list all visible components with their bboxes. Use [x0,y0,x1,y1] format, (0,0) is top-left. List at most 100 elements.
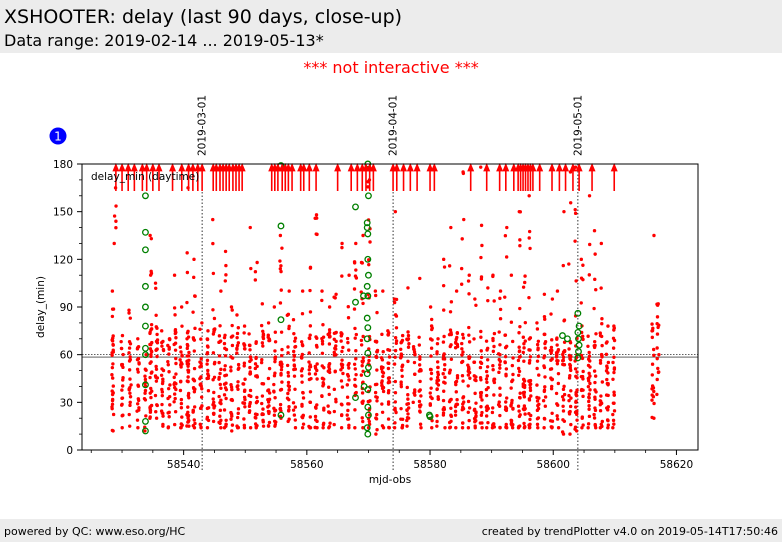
data-point [574,399,578,403]
data-point [127,351,131,355]
upper-limit-arrowhead [536,163,544,172]
highlight-point [141,322,149,330]
data-point [586,363,591,368]
data-point [562,319,566,323]
data-point [466,410,470,415]
data-point [110,392,115,397]
data-point [522,346,526,350]
data-point [167,415,171,419]
data-point [230,414,234,418]
data-point [137,361,141,365]
data-point [386,381,391,385]
data-point [199,357,203,361]
data-point [135,367,140,372]
data-point [480,243,484,248]
data-point [235,343,240,348]
data-point [353,274,358,278]
x-tick-label: 58580 [413,459,446,471]
data-point [418,388,422,392]
data-point [186,410,190,415]
data-point [441,283,446,288]
data-point [179,422,183,426]
data-point [328,370,332,375]
data-point [510,423,514,427]
data-point [193,326,197,331]
data-point [235,331,240,336]
data-point [429,371,434,376]
data-point [509,320,514,324]
data-point [248,348,252,352]
data-point [186,375,190,379]
data-point [581,423,585,427]
data-point [460,237,464,241]
data-point [243,405,247,409]
data-point [605,418,610,422]
data-point [361,356,365,360]
data-point [186,420,190,424]
data-point [274,420,278,424]
data-point [187,350,191,355]
data-point [447,264,452,268]
data-point [504,367,509,371]
data-point [193,421,197,426]
data-point [191,385,196,390]
data-point [529,394,533,398]
data-point [528,355,533,359]
data-point [503,354,508,359]
data-point [569,354,573,359]
data-point [299,356,304,360]
data-point [360,364,364,368]
data-point [516,404,521,408]
data-point [418,355,422,359]
data-point [327,333,332,338]
data-point [248,225,252,230]
data-point [491,368,495,372]
data-point [486,385,490,390]
data-point [611,377,615,381]
data-point [155,354,159,359]
data-point [291,408,296,412]
highlight-point [574,309,582,317]
data-point [467,292,471,296]
data-point [339,339,343,343]
data-point [242,364,246,368]
data-point [466,279,471,283]
data-point [594,332,598,336]
data-point [459,266,464,271]
highlight-point [277,222,285,230]
data-point [191,378,196,382]
data-point [301,396,306,400]
data-point [428,305,433,309]
data-point [314,213,319,217]
data-point [367,262,371,267]
data-point [612,326,616,330]
data-point [287,324,291,329]
data-point [650,362,655,366]
data-point [448,425,453,429]
data-point [594,288,598,292]
data-point [346,316,351,320]
data-point [186,405,190,409]
data-point [600,424,604,429]
x-tick-label: 58620 [660,459,693,471]
data-point [455,398,459,402]
data-point [518,306,522,311]
data-point [222,393,227,397]
data-point [230,343,235,348]
data-point [249,358,253,362]
data-point [419,394,423,398]
data-point [543,404,548,408]
data-point [315,403,319,407]
data-point [549,312,553,316]
data-point [333,331,338,335]
data-point [521,285,526,289]
data-point [611,418,616,423]
data-point [573,427,577,431]
data-point [612,409,617,413]
data-point [449,330,453,335]
data-point [127,412,131,417]
data-point [333,370,337,374]
data-point [301,413,305,417]
highlight-point [364,363,372,371]
data-point [406,330,410,334]
